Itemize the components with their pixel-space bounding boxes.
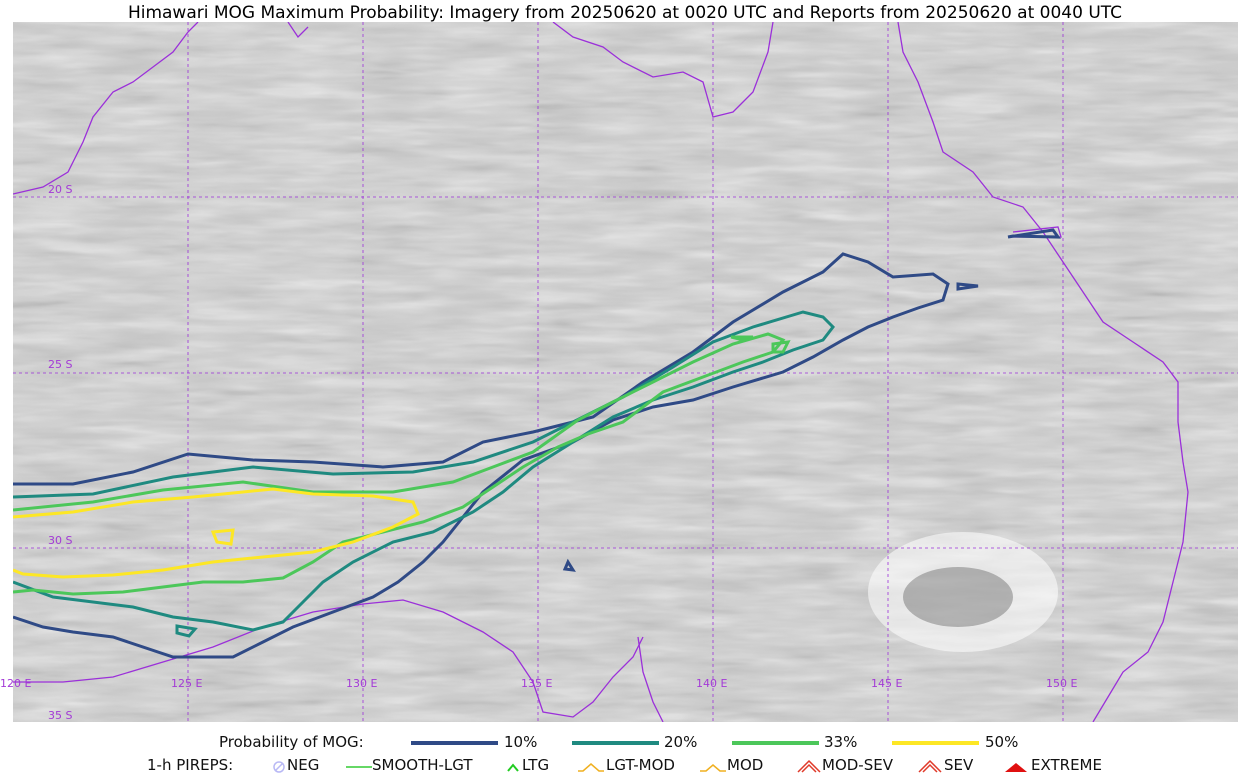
lat-label: 25 S [48, 358, 73, 371]
legend-label-10: 10% [504, 733, 538, 751]
neg-icon [273, 761, 285, 773]
line-icon [346, 766, 372, 768]
lat-label: 35 S [48, 709, 73, 722]
cloud-feature [868, 532, 1058, 652]
double-hat-icon [918, 759, 942, 773]
coastline [13, 22, 1189, 722]
lon-label: 145 E [871, 677, 903, 690]
lon-label: 125 E [171, 677, 203, 690]
lon-label: 120 E [0, 677, 32, 690]
legend-swatch-50 [892, 741, 979, 745]
probability-legend-label: Probability of MOG: [219, 733, 364, 751]
pirep-label-mod-sev: MOD-SEV [822, 756, 893, 774]
pirep-label-mod: MOD [727, 756, 764, 774]
caret-icon [507, 763, 519, 772]
lat-label: 20 S [48, 183, 73, 196]
pirep-label-extreme: EXTREME [1031, 756, 1102, 774]
legend-swatch-20 [572, 741, 659, 745]
hat-icon [578, 763, 604, 772]
legend-swatch-33 [732, 741, 819, 745]
legend-swatch-10 [411, 741, 498, 745]
pirep-legend-label: 1-h PIREPS: [147, 756, 234, 774]
lon-label: 150 E [1046, 677, 1078, 690]
lon-label: 135 E [521, 677, 553, 690]
filled-hat-icon [1005, 763, 1027, 772]
legend-label-20: 20% [664, 733, 698, 751]
lat-label: 30 S [48, 534, 73, 547]
pirep-label-neg: NEG [287, 756, 320, 774]
mog-contour-10 [13, 228, 1061, 659]
lon-label: 130 E [346, 677, 378, 690]
legend-label-50: 50% [985, 733, 1019, 751]
mog-contour-50 [13, 487, 420, 579]
pirep-label-ltg: LTG [522, 756, 550, 774]
lon-label: 140 E [696, 677, 728, 690]
double-hat-icon [797, 759, 821, 773]
legend-label-33: 33% [824, 733, 858, 751]
mog-contour-20 [13, 310, 835, 638]
map-canvas [13, 22, 1238, 722]
pirep-label-smooth-lgt: SMOOTH-LGT [372, 756, 473, 774]
mog-contour-33 [13, 332, 791, 596]
pirep-label-sev: SEV [944, 756, 974, 774]
pirep-label-lgt-mod: LGT-MOD [606, 756, 675, 774]
map-title: Himawari MOG Maximum Probability: Imager… [127, 3, 1123, 23]
satellite-map[interactable]: 20 S 25 S 30 S 35 S 120 E 125 E 130 E 13… [0, 22, 1238, 722]
caret-icon [700, 764, 726, 772]
